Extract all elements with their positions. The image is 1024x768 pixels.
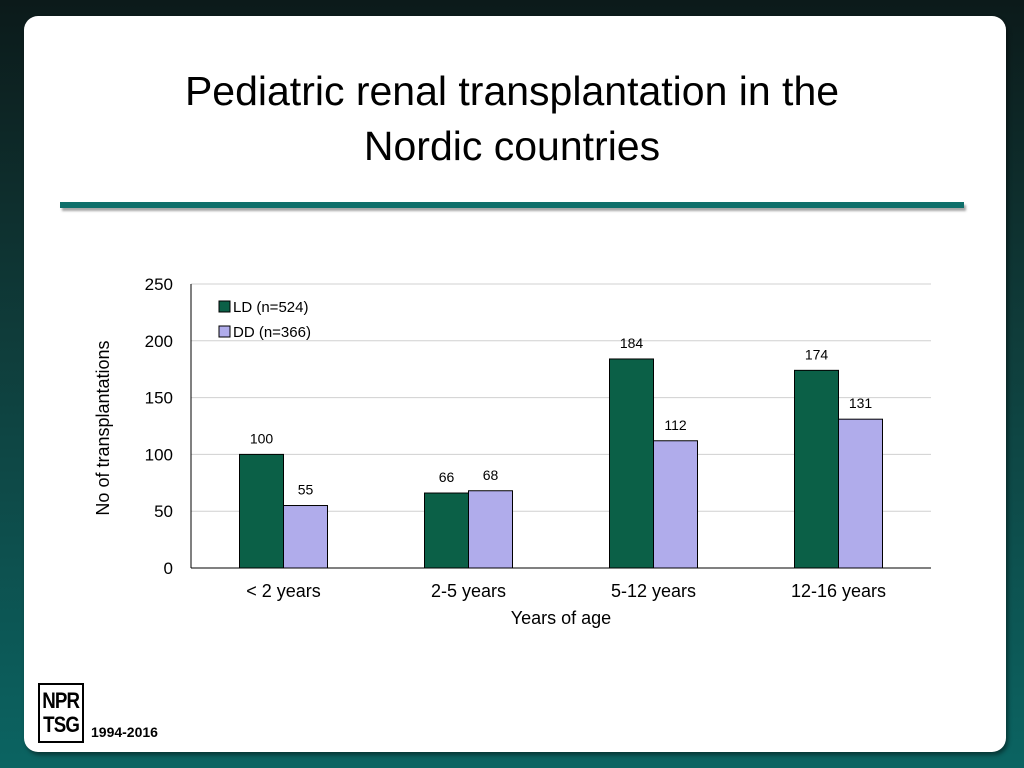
data-label-ld-3: 174 [805,346,829,362]
y-tick-label-200: 200 [145,332,173,351]
data-label-dd-2: 112 [664,417,687,433]
data-label-dd-3: 131 [849,395,873,411]
bar-ld-2 [609,358,654,569]
y-tick-label-150: 150 [145,389,173,408]
x-tick-label-2: 5-12 years [611,581,696,601]
x-tick-label-3: 12-16 years [791,581,886,601]
bar-dd-2 [653,440,698,569]
bar-dd-0 [283,505,328,569]
slide-title: Pediatric renal transplantation in the N… [0,64,1024,174]
title-divider [60,202,964,208]
slide-background [24,16,1006,752]
y-tick-label-250: 250 [145,275,173,294]
y-axis-title: No of transplantations [93,340,113,515]
y-tick-label-0: 0 [164,559,173,578]
bar-dd-1 [468,490,513,569]
legend-swatch-dd [218,325,231,338]
bar-dd-3 [838,418,883,569]
bar-ld-0 [239,453,284,569]
logo-line-2: TSG [43,712,80,737]
data-label-ld-0: 100 [250,430,274,446]
y-tick-label-50: 50 [154,502,173,521]
bar-ld-3 [794,369,839,569]
bar-ld-1 [424,492,469,569]
data-label-dd-0: 55 [298,482,314,498]
legend-label-dd: DD (n=366) [233,324,311,341]
legend-swatch-ld [218,300,231,313]
x-tick-label-1: 2-5 years [431,581,506,601]
title-line-1: Pediatric renal transplantation in the [184,68,840,114]
legend-label-ld: LD (n=524) [233,299,308,316]
years-range-label: 1994-2016 [91,724,158,740]
title-line-2: Nordic countries [363,123,661,169]
x-tick-label-0: < 2 years [246,581,321,601]
data-label-dd-1: 68 [483,467,499,483]
logo-line-1: NPR [42,688,81,713]
nprtsg-logo: NPR TSG [38,683,84,743]
y-tick-label-100: 100 [145,445,173,464]
x-axis-title: Years of age [511,608,611,628]
data-label-ld-1: 66 [439,469,455,485]
data-label-ld-2: 184 [620,335,644,351]
